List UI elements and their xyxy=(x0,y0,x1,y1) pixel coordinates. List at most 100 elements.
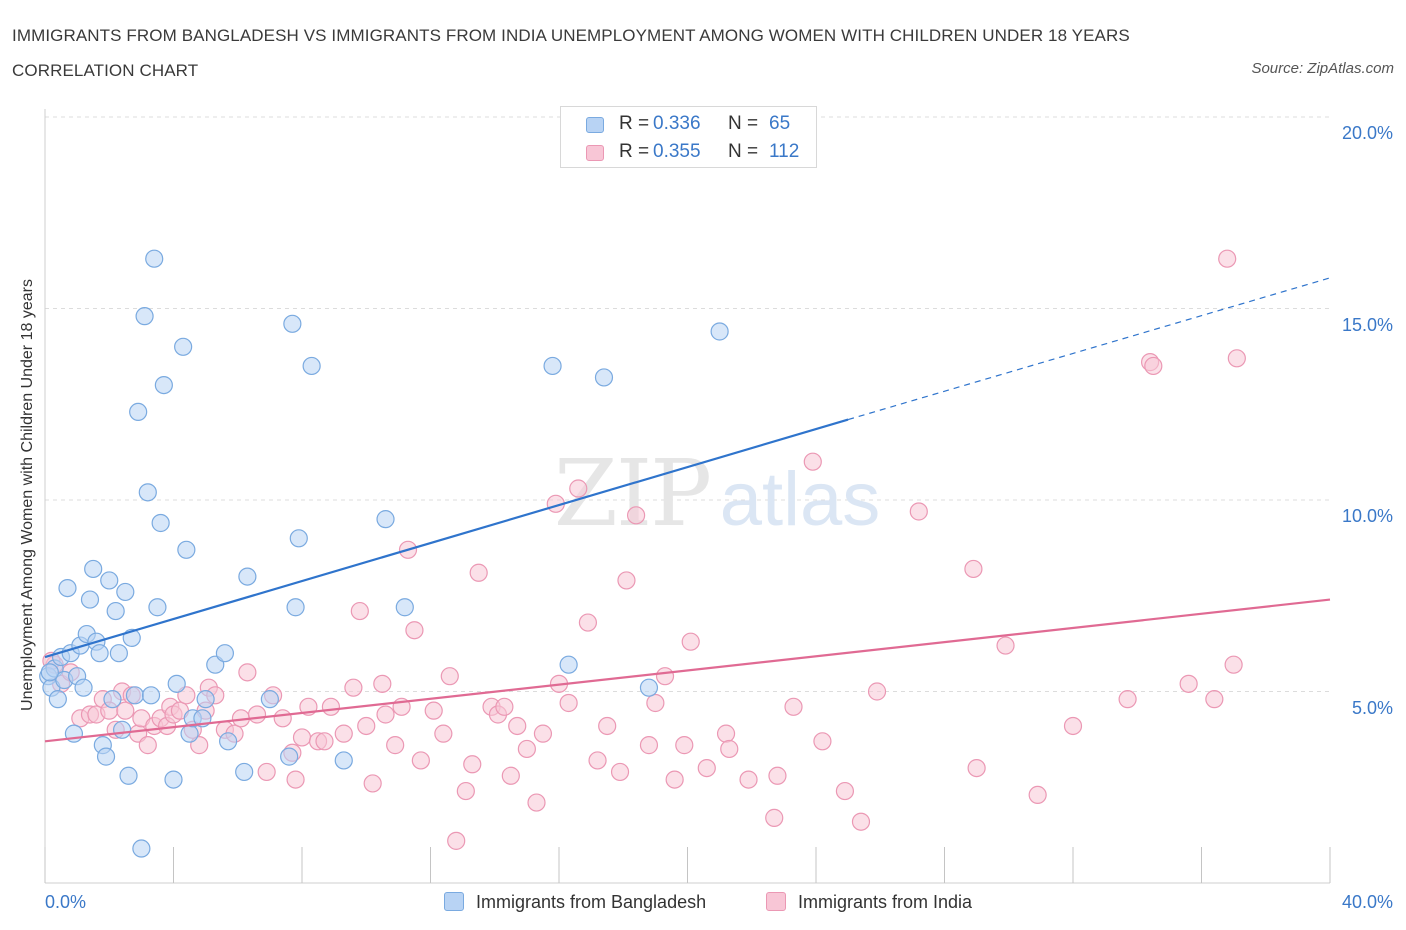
legend-swatch-bangladesh xyxy=(444,892,464,911)
bangladesh-point xyxy=(302,356,321,376)
bangladesh-point xyxy=(334,751,353,770)
bangladesh-point xyxy=(148,598,167,617)
india-point xyxy=(588,751,607,770)
y-axis-label: Unemployment Among Women with Children U… xyxy=(19,279,36,711)
grid-lines xyxy=(45,116,1330,692)
legend-n-value: 65 xyxy=(769,113,791,134)
legend-r-label: R = xyxy=(619,141,650,162)
bangladesh-point xyxy=(119,766,138,785)
bangladesh-point xyxy=(164,770,183,789)
india-point xyxy=(784,697,803,716)
india-point xyxy=(508,716,527,736)
india-point xyxy=(138,736,157,755)
y-tick-label: 5.0% xyxy=(1351,697,1393,718)
india-point xyxy=(803,452,822,471)
india-point xyxy=(411,751,430,770)
bangladesh-point xyxy=(154,376,173,395)
india-point xyxy=(405,621,424,640)
india-point xyxy=(440,667,459,686)
bangladesh-trend-extension xyxy=(847,277,1331,421)
india-point xyxy=(646,693,665,713)
india-point xyxy=(626,506,646,525)
bangladesh-point xyxy=(395,598,414,617)
bangladesh-point xyxy=(80,590,100,609)
bangladesh-point xyxy=(376,510,395,529)
legend-n-label: N = xyxy=(728,113,759,134)
bangladesh-point xyxy=(48,690,67,709)
legend-swatch-india xyxy=(766,892,786,911)
india-point xyxy=(813,732,832,751)
bangladesh-point xyxy=(543,356,562,376)
bangladesh-point xyxy=(90,644,109,663)
bangladesh-point xyxy=(96,747,116,766)
bangladesh-point xyxy=(116,582,135,602)
bangladesh-point xyxy=(84,559,103,579)
bangladesh-point xyxy=(58,578,77,598)
legend-label-india: Immigrants from India xyxy=(798,892,973,912)
bangladesh-point xyxy=(151,513,170,533)
bangladesh-point xyxy=(106,601,125,621)
bangladesh-point xyxy=(138,483,157,502)
bangladesh-point xyxy=(40,663,59,682)
india-point xyxy=(315,732,334,751)
india-point xyxy=(357,716,376,736)
watermark-atlas: atlas xyxy=(720,457,881,542)
india-point xyxy=(996,636,1015,655)
bangladesh-point xyxy=(215,644,234,663)
india-point xyxy=(681,632,700,651)
india-point xyxy=(1218,249,1237,268)
india-point xyxy=(598,716,617,736)
india-point xyxy=(495,697,514,716)
bangladesh-point xyxy=(74,678,93,697)
y-tick-label: 15.0% xyxy=(1341,314,1393,335)
watermark: ZIP atlas xyxy=(554,440,880,547)
india-point xyxy=(238,663,257,682)
bangladesh-point xyxy=(260,690,279,709)
bangladesh-point xyxy=(219,732,238,751)
india-point xyxy=(617,571,636,590)
india-point xyxy=(675,736,694,755)
legend-n-value: 112 xyxy=(769,141,800,162)
india-point xyxy=(967,758,986,778)
bangladesh-point xyxy=(177,540,196,559)
bangladesh-point xyxy=(125,686,145,705)
legend-r-value: 0.355 xyxy=(653,141,701,162)
legend-row-india: R = 0.355 N = 112 xyxy=(561,138,818,166)
bangladesh-point xyxy=(100,571,119,590)
legend-r-value: 0.336 xyxy=(653,113,701,134)
india-point xyxy=(655,667,675,686)
india-point xyxy=(344,678,363,697)
legend-row-bangladesh: R = 0.336 N = 65 xyxy=(561,110,818,138)
bangladesh-point xyxy=(238,567,257,586)
india-point xyxy=(768,766,787,785)
source-label: Source: ZipAtlas.com xyxy=(1251,60,1394,77)
india-point xyxy=(1205,690,1224,709)
trend-lines xyxy=(44,277,1331,743)
india-point xyxy=(273,709,292,728)
india-point xyxy=(363,774,382,793)
india-point xyxy=(257,762,276,782)
india-point xyxy=(350,601,369,621)
bangladesh-point xyxy=(141,686,161,705)
india-point xyxy=(434,724,453,743)
india-point xyxy=(1224,655,1243,674)
india-point xyxy=(1179,674,1198,693)
india-point xyxy=(533,724,553,743)
india-point xyxy=(424,701,443,720)
india-point xyxy=(765,808,784,827)
india-point xyxy=(964,559,983,579)
india-point xyxy=(321,697,341,716)
india-point xyxy=(1063,716,1083,736)
bangladesh-point xyxy=(235,762,254,782)
india-point xyxy=(697,758,716,778)
india-point xyxy=(527,793,546,812)
india-point xyxy=(463,755,482,774)
y-tick-label: 20.0% xyxy=(1341,123,1393,143)
bangladesh-point xyxy=(639,678,659,697)
india-points xyxy=(42,249,1246,850)
india-point xyxy=(447,831,466,850)
bangladesh-trend-line xyxy=(44,418,849,659)
india-point xyxy=(501,766,520,785)
bangladesh-point xyxy=(594,368,614,387)
